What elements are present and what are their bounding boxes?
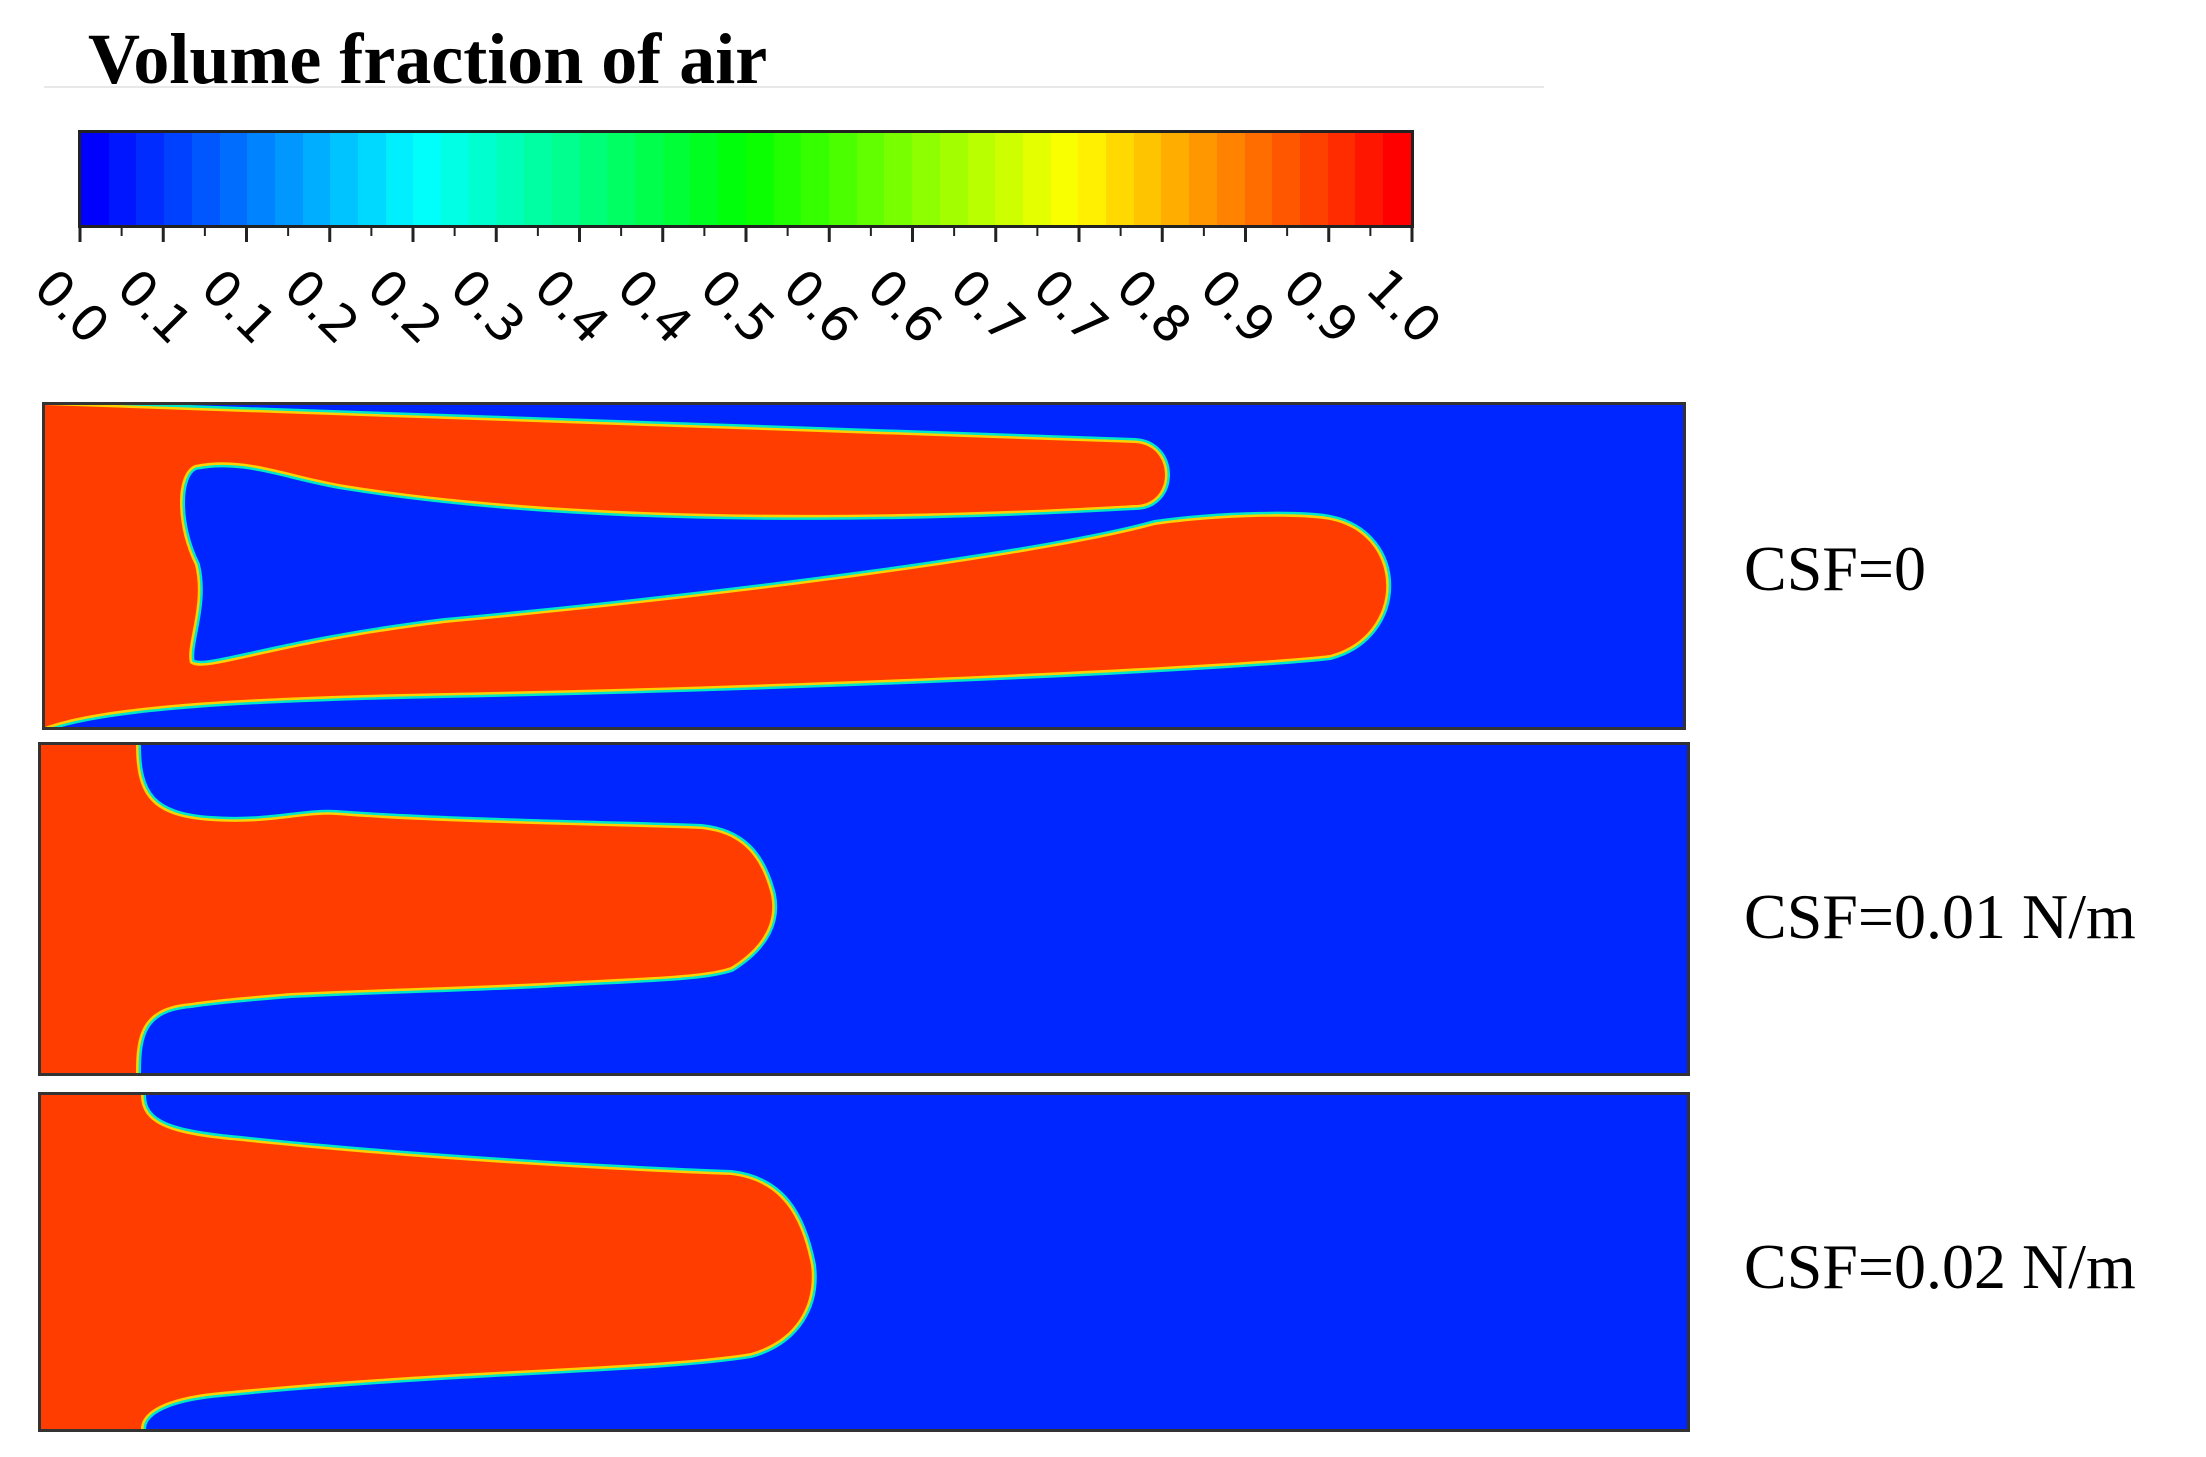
case-label-csf-0: CSF=0 — [1744, 533, 1926, 604]
colorbar-segment — [690, 133, 719, 225]
colorbar-segment — [302, 133, 331, 225]
contour-panel-csf-0-02 — [38, 1092, 1690, 1432]
colorbar-segment — [413, 133, 442, 225]
colorbar-tick-label: 0.4 — [605, 258, 703, 356]
colorbar-segment — [1133, 133, 1162, 225]
colorbar-segment — [967, 133, 996, 225]
colorbar-segment — [1383, 133, 1411, 225]
colorbar-segment — [1022, 133, 1051, 225]
colorbar-segment — [1272, 133, 1300, 225]
colorbar-segment — [1050, 133, 1079, 225]
colorbar-segment — [108, 133, 137, 225]
colorbar-tick-label: 1.0 — [1354, 258, 1453, 356]
colorbar-segment — [801, 133, 829, 225]
colorbar-tick-label: 0.7 — [1021, 258, 1120, 356]
colorbar-segment — [136, 133, 165, 225]
colorbar-segment — [745, 133, 774, 225]
case-label-csf-0-02: CSF=0.02 N/m — [1744, 1231, 2136, 1302]
colorbar-segment — [856, 133, 885, 225]
colorbar-segment — [385, 133, 414, 225]
colorbar-segment — [1299, 133, 1328, 225]
colorbar-tick-marks — [78, 228, 1414, 242]
colorbar-tick-label: 0.5 — [688, 258, 787, 356]
colorbar-tick-label: 0.8 — [1105, 258, 1203, 356]
colorbar-segment — [1355, 133, 1384, 225]
case-label-csf-0-01: CSF=0.01 N/m — [1744, 881, 2136, 952]
colorbar-tick-label: 0.2 — [355, 258, 454, 356]
colorbar-segment — [995, 133, 1023, 225]
colorbar-segment — [718, 133, 746, 225]
colorbar-segment — [441, 133, 469, 225]
colorbar-tick-label: 0.6 — [772, 258, 870, 356]
colorbar-segment — [81, 133, 109, 225]
colorbar-segment — [551, 133, 580, 225]
colorbar-segment — [524, 133, 552, 225]
colorbar-segment — [884, 133, 913, 225]
colorbar-tick-label: 0.6 — [855, 258, 953, 356]
colorbar-segment — [1244, 133, 1273, 225]
colorbar-segment — [662, 133, 691, 225]
colorbar-segment — [358, 133, 386, 225]
colorbar-tick-label: 0.1 — [189, 258, 287, 356]
colorbar-segment — [247, 133, 275, 225]
colorbar-segment — [219, 133, 248, 225]
contour-plot-csf-0-02 — [41, 1095, 1687, 1429]
colorbar-segment — [1078, 133, 1107, 225]
colorbar-tick-label: 0.0 — [22, 258, 121, 356]
colorbar-segment — [164, 133, 192, 225]
title-divider — [44, 86, 1544, 88]
colorbar-segment — [1106, 133, 1134, 225]
colorbar-tick-label: 0.4 — [522, 258, 620, 356]
legend-title: Volume fraction of air — [88, 19, 768, 99]
contour-panel-csf-0-01 — [38, 742, 1690, 1076]
contour-plot-csf-0-01 — [41, 745, 1687, 1073]
colorbar-segment — [468, 133, 497, 225]
colorbar-tick-label: 0.9 — [1188, 258, 1286, 356]
colorbar-tick-label: 0.9 — [1271, 258, 1369, 356]
colorbar-segment — [1161, 133, 1190, 225]
contour-panel-csf-0 — [42, 402, 1686, 730]
colorbar-segment — [274, 133, 303, 225]
colorbar-segment — [773, 133, 802, 225]
colorbar-segment — [496, 133, 525, 225]
colorbar-segment — [330, 133, 359, 225]
colorbar-tick-label: 0.2 — [272, 258, 370, 356]
colorbar-segment — [191, 133, 220, 225]
colorbar-tick-label: 0.3 — [439, 258, 537, 356]
colorbar-segment — [939, 133, 968, 225]
contour-plot-csf-0 — [45, 405, 1683, 727]
colorbar-tick-label: 0.1 — [106, 258, 204, 356]
colorbar-segment — [828, 133, 857, 225]
colorbar-segment — [912, 133, 940, 225]
colorbar-segment — [579, 133, 608, 225]
colorbar — [78, 130, 1414, 228]
colorbar-segment — [1216, 133, 1245, 225]
colorbar-segment — [1189, 133, 1217, 225]
colorbar-segment — [1327, 133, 1356, 225]
colorbar-segment — [607, 133, 636, 225]
colorbar-segment — [635, 133, 663, 225]
colorbar-tick-label: 0.7 — [938, 258, 1036, 356]
